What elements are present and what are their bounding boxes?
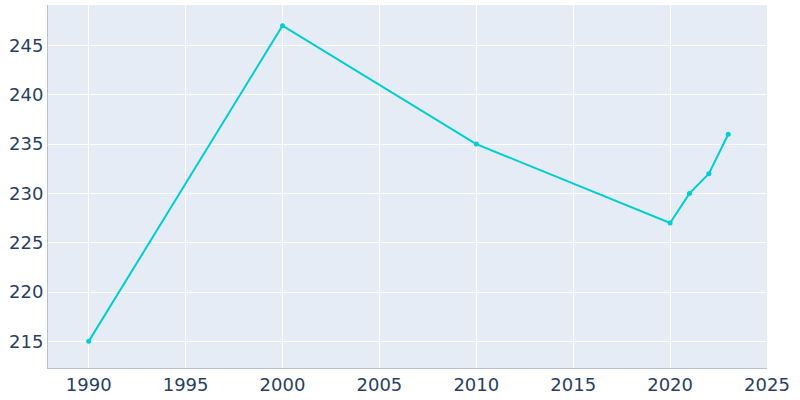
svg-text:235: 235	[9, 133, 43, 154]
svg-text:1990: 1990	[66, 374, 112, 395]
svg-text:225: 225	[9, 232, 43, 253]
svg-text:215: 215	[9, 331, 43, 352]
svg-text:230: 230	[9, 183, 43, 204]
svg-text:240: 240	[9, 84, 43, 105]
svg-text:245: 245	[9, 35, 43, 56]
svg-text:2025: 2025	[744, 374, 790, 395]
svg-text:220: 220	[9, 281, 43, 302]
svg-text:2000: 2000	[260, 374, 306, 395]
svg-text:2005: 2005	[356, 374, 402, 395]
svg-text:2020: 2020	[647, 374, 693, 395]
svg-text:2015: 2015	[550, 374, 596, 395]
svg-text:2010: 2010	[453, 374, 499, 395]
svg-text:1995: 1995	[163, 374, 209, 395]
